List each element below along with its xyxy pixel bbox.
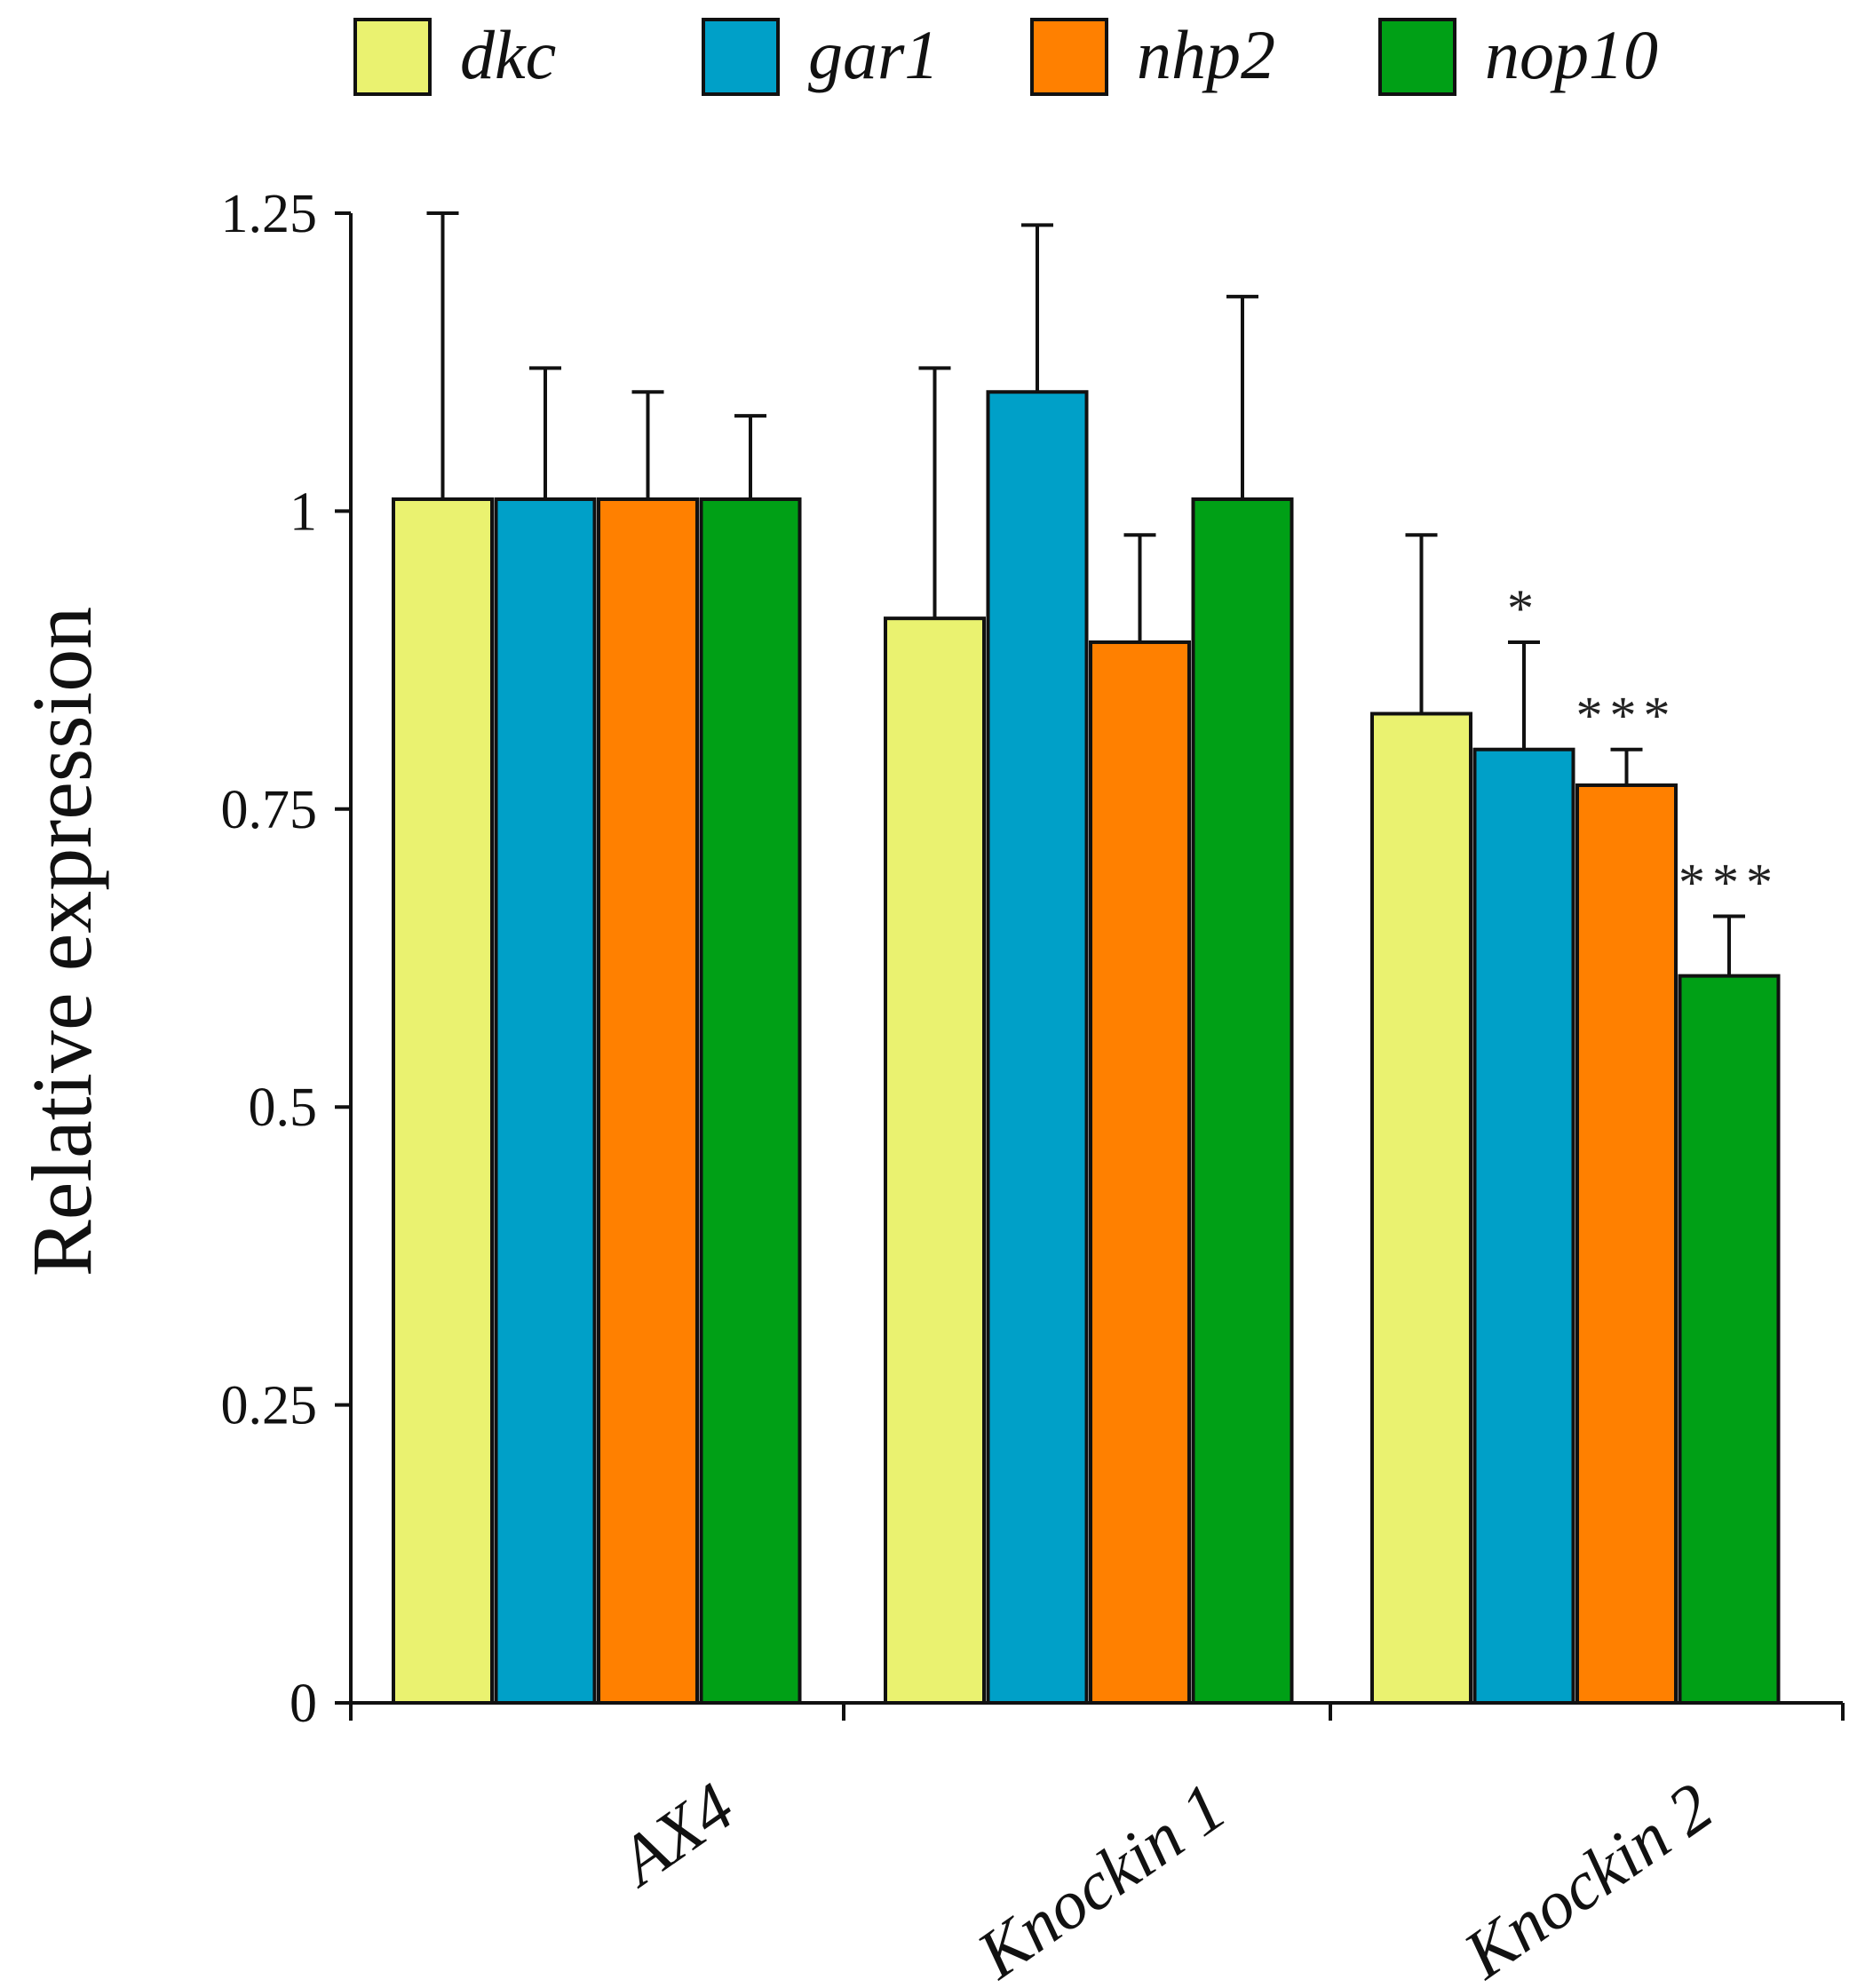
bar-nhp2-1 <box>1089 640 1191 1706</box>
legend-label-gar1: gar1 <box>808 16 939 93</box>
significance-label: *** <box>1576 687 1678 745</box>
y-tick-label: 0.25 <box>221 1376 318 1436</box>
legend-label-nop10: nop10 <box>1485 16 1658 93</box>
bar-nop10-2 <box>1678 974 1781 1705</box>
bar-dkc-0 <box>392 497 494 1705</box>
y-tick-label: 0 <box>290 1674 317 1734</box>
significance-label: * <box>1507 579 1541 638</box>
legend-swatch-gar1 <box>702 18 780 96</box>
y-tick-label: 0.5 <box>249 1077 318 1138</box>
bar-nhp2-0 <box>597 497 699 1705</box>
y-axis-title: Relative expression <box>14 607 109 1276</box>
bar-nop10-1 <box>1191 497 1294 1705</box>
category-label: Knockin 1 <box>963 1768 1240 1988</box>
legend-label-dkc: dkc <box>460 16 556 93</box>
legend-swatch-nhp2 <box>1030 18 1108 96</box>
bar-gar1-1 <box>986 390 1089 1705</box>
category-label: AX4 <box>601 1768 747 1902</box>
legend-swatch-dkc <box>353 18 432 96</box>
bar-gar1-0 <box>494 497 597 1705</box>
category-label: Knockin 2 <box>1449 1768 1726 1988</box>
y-tick-label: 0.75 <box>221 780 318 840</box>
bar-dkc-2 <box>1370 712 1472 1705</box>
bar-nop10-0 <box>699 497 802 1705</box>
legend-label-nhp2: nhp2 <box>1137 16 1275 93</box>
y-tick-label: 1 <box>290 481 317 542</box>
bar-nhp2-2 <box>1575 783 1678 1705</box>
bar-dkc-1 <box>884 616 986 1705</box>
legend-swatch-nop10 <box>1378 18 1456 96</box>
y-tick-label: 1.25 <box>221 184 318 244</box>
significance-label: *** <box>1678 854 1780 912</box>
bar-gar1-2 <box>1472 747 1575 1705</box>
